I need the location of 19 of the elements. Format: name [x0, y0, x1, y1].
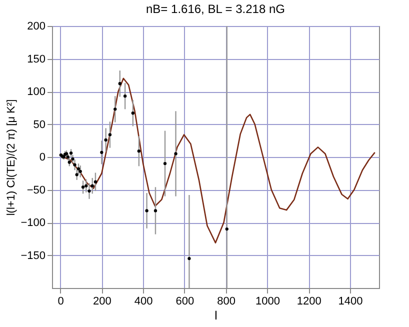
x-tick-label: 800	[217, 296, 236, 308]
y-axis-title: l(l+1) Cl(TE)/(2 π) [μ K²]	[6, 99, 18, 216]
x-tick-label: 0	[58, 296, 64, 308]
x-tick-label: 1200	[296, 296, 322, 308]
x-tick-label: 600	[176, 296, 194, 308]
y-tick-label: 200	[27, 20, 46, 32]
y-tick-label: 150	[27, 53, 46, 66]
x-tick-label: 1400	[338, 296, 363, 308]
y-tick-label: 0	[39, 152, 46, 164]
x-axis-title: l	[214, 308, 218, 322]
x-tick-label: 200	[92, 296, 112, 308]
y-tick-label: −100	[20, 217, 46, 229]
chart-title: nB= 1.616, BL = 3.218 nG	[146, 2, 285, 16]
y-tick-label: 50	[33, 118, 46, 131]
y-tick-label: 100	[27, 86, 46, 98]
x-tick-label: 1000	[256, 296, 280, 308]
x-tick-label: 400	[134, 296, 153, 308]
y-tick-label: −150	[20, 250, 46, 262]
y-tick-label: −50	[26, 184, 46, 196]
